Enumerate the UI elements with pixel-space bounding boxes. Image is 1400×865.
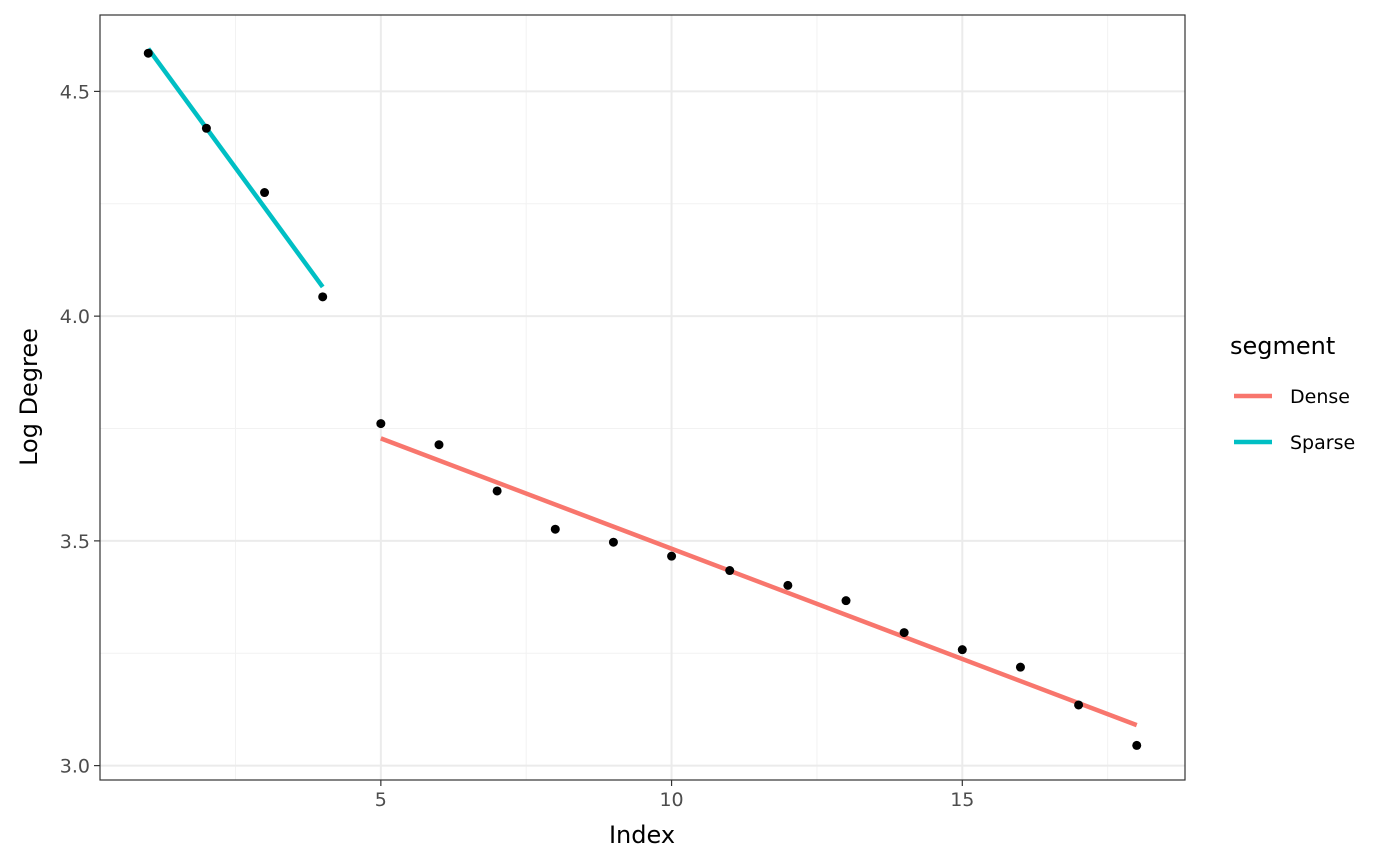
y-tick-label: 4.0: [60, 306, 90, 328]
data-points: [143, 48, 1142, 750]
y-axis-ticks: 3.0 3.5 4.0 4.5: [60, 81, 100, 778]
y-axis-title: Log Degree: [15, 328, 43, 466]
legend: segment Dense Sparse: [1230, 332, 1355, 454]
x-axis-title: Index: [609, 821, 675, 849]
data-point: [783, 580, 793, 590]
data-point: [143, 48, 153, 58]
x-tick-label: 10: [659, 789, 683, 811]
y-tick-label: 3.5: [60, 531, 90, 553]
x-axis-ticks: 5 10 15: [375, 780, 974, 811]
data-point: [1132, 740, 1142, 750]
data-point: [260, 188, 270, 198]
data-point: [841, 596, 851, 606]
data-point: [492, 486, 502, 496]
panel-border: [99, 14, 1186, 781]
legend-label-dense: Dense: [1290, 386, 1350, 408]
data-point: [376, 419, 386, 429]
data-point: [318, 292, 328, 302]
legend-label-sparse: Sparse: [1290, 432, 1355, 454]
data-point: [201, 123, 211, 133]
data-point: [1015, 662, 1025, 672]
series-line-dense: [380, 436, 1138, 728]
panel-background: [100, 15, 1185, 780]
legend-title: segment: [1230, 332, 1335, 360]
data-point: [667, 551, 677, 561]
series-line-sparse: [146, 47, 325, 289]
data-point: [550, 524, 560, 534]
minor-gridlines: [100, 15, 1185, 780]
fit-lines: [146, 47, 1138, 728]
x-tick-label: 15: [950, 789, 974, 811]
x-tick-label: 5: [375, 789, 387, 811]
data-point: [899, 628, 909, 638]
y-tick-label: 4.5: [60, 81, 90, 103]
data-point: [1074, 700, 1084, 710]
data-point: [608, 537, 618, 547]
data-point: [957, 645, 967, 655]
data-point: [434, 440, 444, 450]
y-tick-label: 3.0: [60, 756, 90, 778]
data-point: [725, 566, 735, 576]
